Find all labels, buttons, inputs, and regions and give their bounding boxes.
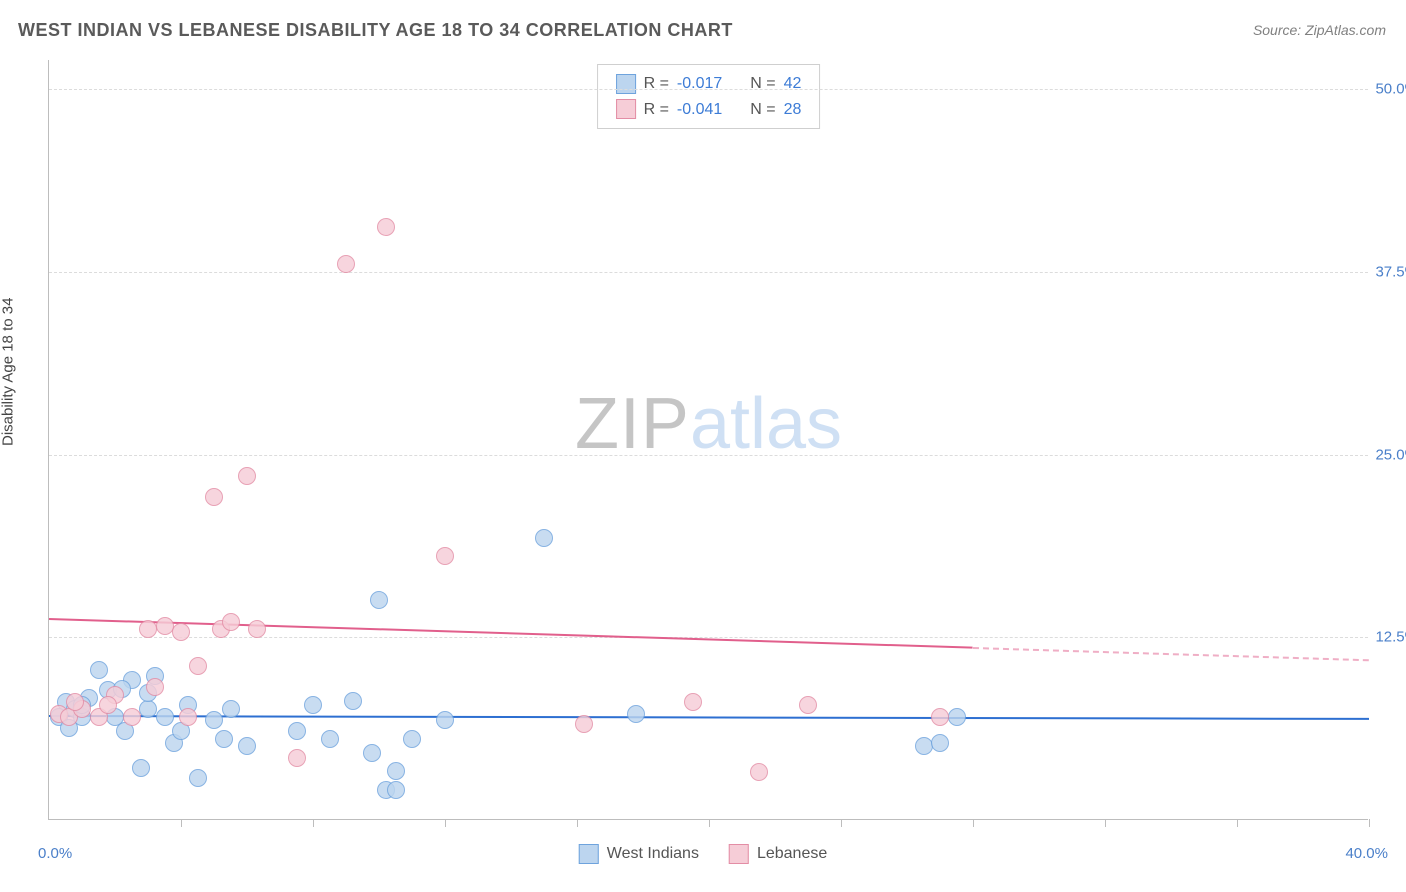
legend-swatch <box>616 74 636 94</box>
west_indians-point <box>915 737 933 755</box>
legend-series-name: West Indians <box>607 845 699 863</box>
y-tick-label: 12.5% <box>1368 629 1406 646</box>
west_indians-point <box>363 744 381 762</box>
legend-swatch <box>729 844 749 864</box>
lebanese-trendline-dash <box>973 647 1369 661</box>
west_indians-point <box>238 737 256 755</box>
legend-r-value: -0.041 <box>677 97 722 123</box>
west_indians-point <box>344 692 362 710</box>
legend-item-west_indians: West Indians <box>579 844 699 864</box>
west_indians-point <box>215 730 233 748</box>
x-tick <box>181 819 182 827</box>
lebanese-point <box>123 708 141 726</box>
west_indians-point <box>370 591 388 609</box>
west_indians-point <box>288 722 306 740</box>
lebanese-point <box>436 547 454 565</box>
legend-swatch <box>579 844 599 864</box>
legend-r-label: R = <box>644 71 669 97</box>
west_indians-point <box>205 711 223 729</box>
lebanese-point <box>99 696 117 714</box>
gridline <box>49 89 1368 90</box>
west_indians-point <box>387 781 405 799</box>
source-attribution: Source: ZipAtlas.com <box>1253 22 1386 38</box>
lebanese-point <box>684 693 702 711</box>
legend-r-value: -0.017 <box>677 71 722 97</box>
lebanese-point <box>146 678 164 696</box>
lebanese-point <box>189 657 207 675</box>
lebanese-point <box>288 749 306 767</box>
west_indians-point <box>156 708 174 726</box>
legend-n-label: N = <box>750 71 775 97</box>
legend-swatch <box>616 99 636 119</box>
x-tick <box>577 819 578 827</box>
west_indians-point <box>535 529 553 547</box>
lebanese-point <box>156 617 174 635</box>
x-axis-min-label: 0.0% <box>38 845 72 862</box>
legend-series: West Indians Lebanese <box>579 844 828 864</box>
legend-n-value: 28 <box>784 97 802 123</box>
lebanese-point <box>139 620 157 638</box>
lebanese-point <box>575 715 593 733</box>
y-tick-label: 37.5% <box>1368 263 1406 280</box>
y-tick-label: 50.0% <box>1368 81 1406 98</box>
west_indians-point <box>436 711 454 729</box>
chart-title: WEST INDIAN VS LEBANESE DISABILITY AGE 1… <box>18 20 733 41</box>
west_indians-point <box>948 708 966 726</box>
lebanese-point <box>799 696 817 714</box>
lebanese-point <box>337 255 355 273</box>
lebanese-point <box>238 467 256 485</box>
lebanese-point <box>750 763 768 781</box>
west_indians-point <box>90 661 108 679</box>
watermark-atlas: atlas <box>690 384 842 464</box>
west_indians-point <box>304 696 322 714</box>
lebanese-point <box>172 623 190 641</box>
legend-n-label: N = <box>750 97 775 123</box>
legend-series-name: Lebanese <box>757 845 827 863</box>
lebanese-point <box>179 708 197 726</box>
west_indians-point <box>403 730 421 748</box>
x-tick <box>445 819 446 827</box>
x-tick <box>1369 819 1370 827</box>
west_indians-point <box>627 705 645 723</box>
legend-r-label: R = <box>644 97 669 123</box>
lebanese-point <box>222 613 240 631</box>
west_indians-point <box>931 734 949 752</box>
lebanese-point <box>66 693 84 711</box>
gridline <box>49 272 1368 273</box>
lebanese-point <box>205 488 223 506</box>
x-tick <box>1237 819 1238 827</box>
plot-area: ZIPatlas R =-0.017N =42R =-0.041N =28 12… <box>48 60 1368 820</box>
west_indians-point <box>132 759 150 777</box>
west_indians-point <box>321 730 339 748</box>
lebanese-point <box>931 708 949 726</box>
gridline <box>49 455 1368 456</box>
west_indians-point <box>189 769 207 787</box>
y-tick-label: 25.0% <box>1368 446 1406 463</box>
y-axis-label: Disability Age 18 to 34 <box>0 298 17 446</box>
legend-corr-row-lebanese: R = -0.041 N = 28 <box>616 97 802 123</box>
watermark: ZIPatlas <box>575 383 842 465</box>
legend-correlation: R = -0.017 N = 42 R = -0.041 N = 28 <box>597 64 821 129</box>
x-axis-max-label: 40.0% <box>1345 845 1388 862</box>
x-tick <box>313 819 314 827</box>
legend-n-value: 42 <box>784 71 802 97</box>
west_indians-trendline <box>49 715 1369 720</box>
legend-item-lebanese: Lebanese <box>729 844 827 864</box>
lebanese-point <box>377 218 395 236</box>
x-tick <box>1105 819 1106 827</box>
x-tick <box>841 819 842 827</box>
x-tick <box>709 819 710 827</box>
west_indians-point <box>387 762 405 780</box>
watermark-zip: ZIP <box>575 384 690 464</box>
lebanese-point <box>248 620 266 638</box>
west_indians-point <box>139 700 157 718</box>
legend-corr-row-west_indians: R = -0.017 N = 42 <box>616 71 802 97</box>
west_indians-point <box>222 700 240 718</box>
x-tick <box>973 819 974 827</box>
